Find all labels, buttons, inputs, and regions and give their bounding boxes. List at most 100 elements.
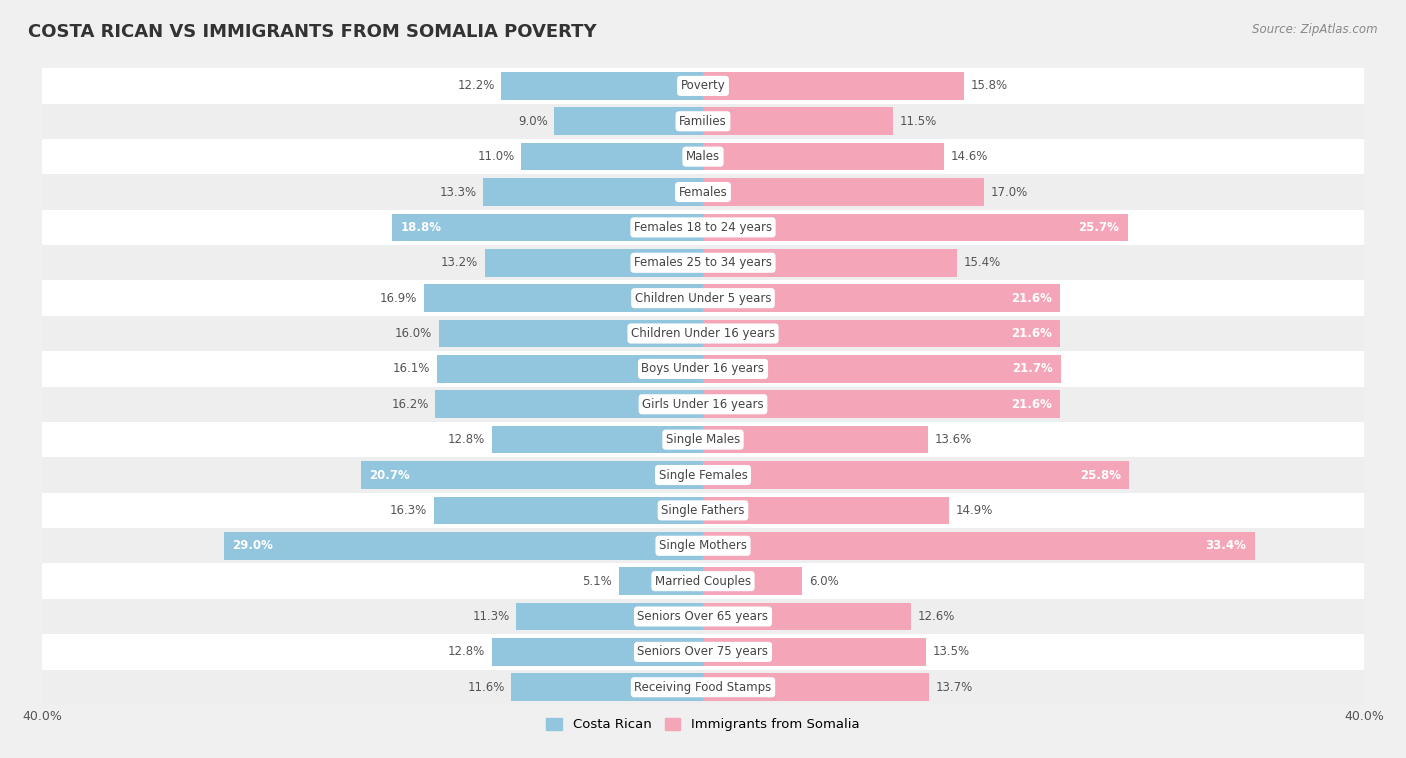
Text: Males: Males [686,150,720,163]
Bar [703,603,911,631]
Bar [42,563,1364,599]
Text: 13.3%: 13.3% [440,186,477,199]
Bar [42,387,1364,422]
Bar [485,249,703,277]
Bar [512,673,703,701]
Bar [42,422,1364,457]
Bar [492,426,703,453]
Bar [439,320,703,347]
Text: 17.0%: 17.0% [990,186,1028,199]
Bar [554,108,703,135]
Bar [703,532,1254,559]
Bar [42,245,1364,280]
Bar [703,249,957,277]
Text: 33.4%: 33.4% [1206,539,1247,553]
Text: 12.8%: 12.8% [447,433,485,446]
Bar [42,669,1364,705]
Text: Receiving Food Stamps: Receiving Food Stamps [634,681,772,694]
Text: 16.1%: 16.1% [394,362,430,375]
Text: 15.8%: 15.8% [970,80,1008,92]
Bar [42,139,1364,174]
Text: 21.6%: 21.6% [1011,327,1052,340]
Bar [703,178,984,206]
Text: 21.6%: 21.6% [1011,292,1052,305]
Bar [42,210,1364,245]
Bar [703,390,1060,418]
Bar [224,532,703,559]
Text: 14.6%: 14.6% [950,150,988,163]
Text: 11.0%: 11.0% [478,150,515,163]
Bar [703,638,927,666]
Text: 12.6%: 12.6% [918,610,955,623]
Text: Children Under 16 years: Children Under 16 years [631,327,775,340]
Text: 6.0%: 6.0% [808,575,838,587]
Bar [703,355,1062,383]
Text: Single Males: Single Males [666,433,740,446]
Bar [502,72,703,100]
Text: 20.7%: 20.7% [370,468,411,481]
Text: 18.8%: 18.8% [401,221,441,234]
Bar [42,528,1364,563]
Bar [703,320,1060,347]
Text: Single Mothers: Single Mothers [659,539,747,553]
Text: Seniors Over 65 years: Seniors Over 65 years [637,610,769,623]
Bar [392,214,703,241]
Bar [361,461,703,489]
Text: Seniors Over 75 years: Seniors Over 75 years [637,645,769,659]
Bar [42,174,1364,210]
Bar [42,457,1364,493]
Text: 12.8%: 12.8% [447,645,485,659]
Bar [619,567,703,595]
Text: Females 18 to 24 years: Females 18 to 24 years [634,221,772,234]
Bar [703,214,1128,241]
Text: 16.0%: 16.0% [395,327,432,340]
Bar [703,72,965,100]
Bar [703,567,801,595]
Bar [436,390,703,418]
Text: Females: Females [679,186,727,199]
Text: Boys Under 16 years: Boys Under 16 years [641,362,765,375]
Bar [492,638,703,666]
Text: Source: ZipAtlas.com: Source: ZipAtlas.com [1253,23,1378,36]
Bar [437,355,703,383]
Text: Married Couples: Married Couples [655,575,751,587]
Bar [484,178,703,206]
Bar [703,673,929,701]
Text: 14.9%: 14.9% [956,504,993,517]
Bar [433,496,703,525]
Text: 13.5%: 13.5% [932,645,970,659]
Text: Single Fathers: Single Fathers [661,504,745,517]
Bar [703,108,893,135]
Bar [42,68,1364,104]
Bar [522,143,703,171]
Text: Children Under 5 years: Children Under 5 years [634,292,772,305]
Text: 25.7%: 25.7% [1078,221,1119,234]
Text: 13.6%: 13.6% [934,433,972,446]
Bar [42,599,1364,634]
Text: 11.6%: 11.6% [467,681,505,694]
Text: Females 25 to 34 years: Females 25 to 34 years [634,256,772,269]
Text: 29.0%: 29.0% [232,539,273,553]
Bar [423,284,703,312]
Bar [703,496,949,525]
Bar [703,284,1060,312]
Text: 16.9%: 16.9% [380,292,418,305]
Legend: Costa Rican, Immigrants from Somalia: Costa Rican, Immigrants from Somalia [541,713,865,737]
Text: 16.3%: 16.3% [389,504,427,517]
Bar [42,316,1364,351]
Bar [703,143,945,171]
Text: 5.1%: 5.1% [582,575,612,587]
Text: 16.2%: 16.2% [391,398,429,411]
Text: 13.7%: 13.7% [936,681,973,694]
Text: 21.6%: 21.6% [1011,398,1052,411]
Text: Families: Families [679,114,727,128]
Text: 11.5%: 11.5% [900,114,936,128]
Text: Girls Under 16 years: Girls Under 16 years [643,398,763,411]
Bar [42,104,1364,139]
Bar [703,426,928,453]
Text: 12.2%: 12.2% [457,80,495,92]
Text: COSTA RICAN VS IMMIGRANTS FROM SOMALIA POVERTY: COSTA RICAN VS IMMIGRANTS FROM SOMALIA P… [28,23,596,41]
Text: 9.0%: 9.0% [517,114,548,128]
Bar [42,280,1364,316]
Bar [42,493,1364,528]
